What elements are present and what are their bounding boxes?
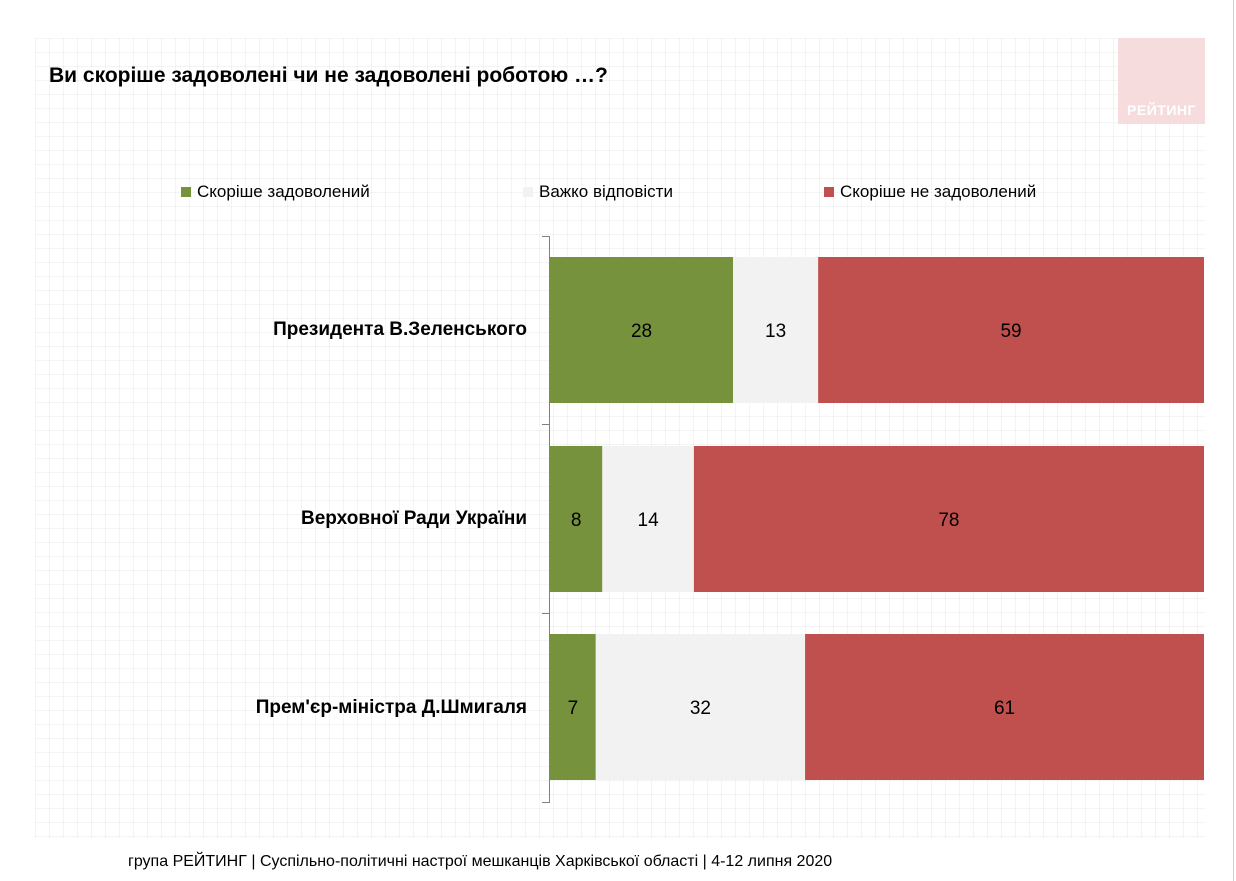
bar-president-satisfied bbox=[550, 257, 734, 403]
footer-text: група РЕЙТИНГ | Суспільно-політичні наст… bbox=[128, 853, 833, 870]
data-label-prime-minister-not-satisfied: 61 bbox=[994, 698, 1015, 719]
data-label-president-not-satisfied: 59 bbox=[1000, 321, 1021, 342]
legend: Скоріше задоволений Важко відповісти Ско… bbox=[0, 182, 1236, 204]
bar-president-not-satisfied bbox=[818, 257, 1204, 403]
data-label-president-hard-to-say: 13 bbox=[765, 321, 786, 342]
legend-label-hard-to-say: Важко відповісти bbox=[539, 182, 673, 201]
data-label-parliament-hard-to-say: 14 bbox=[638, 510, 660, 531]
legend-swatch-not-satisfied bbox=[824, 187, 834, 197]
legend-label-satisfied: Скоріше задоволений bbox=[197, 182, 370, 201]
bar-parliament-not-satisfied bbox=[693, 446, 1204, 592]
legend-swatch-hard-to-say bbox=[523, 187, 533, 197]
chart-title: Ви скоріше задоволені чи не задоволені р… bbox=[49, 64, 608, 87]
bar-prime-minister-hard-to-say bbox=[595, 634, 806, 780]
bar-prime-minister-not-satisfied bbox=[805, 634, 1204, 780]
data-label-prime-minister-hard-to-say: 32 bbox=[690, 698, 711, 719]
category-label-parliament: Верховної Ради України bbox=[300, 508, 527, 529]
data-label-prime-minister-satisfied: 7 bbox=[568, 698, 579, 719]
category-label-president: Президента В.Зеленського bbox=[273, 319, 527, 340]
bar-prime-minister-satisfied bbox=[550, 634, 596, 780]
data-label-parliament-satisfied: 8 bbox=[571, 510, 582, 531]
legend-item-satisfied: Скоріше задоволений bbox=[181, 182, 370, 202]
frame-border bbox=[1233, 0, 1234, 881]
category-label-prime-minister: Прем'єр-міністра Д.Шмигаля bbox=[255, 697, 527, 718]
data-label-parliament-not-satisfied: 78 bbox=[938, 510, 959, 531]
logo-text: РЕЙТИНГ bbox=[1127, 102, 1196, 118]
data-label-president-satisfied: 28 bbox=[631, 321, 652, 342]
legend-item-not-satisfied: Скоріше не задоволений bbox=[824, 182, 1036, 202]
bar-president-hard-to-say bbox=[733, 257, 819, 403]
bar-parliament-satisfied bbox=[550, 446, 603, 592]
legend-item-hard-to-say: Важко відповісти bbox=[523, 182, 673, 202]
bar-parliament-hard-to-say bbox=[602, 446, 694, 592]
legend-label-not-satisfied: Скоріше не задоволений bbox=[840, 182, 1037, 201]
legend-swatch-satisfied bbox=[181, 187, 191, 197]
rating-logo: РЕЙТИНГ bbox=[1118, 38, 1205, 124]
chart-background bbox=[35, 38, 1205, 838]
